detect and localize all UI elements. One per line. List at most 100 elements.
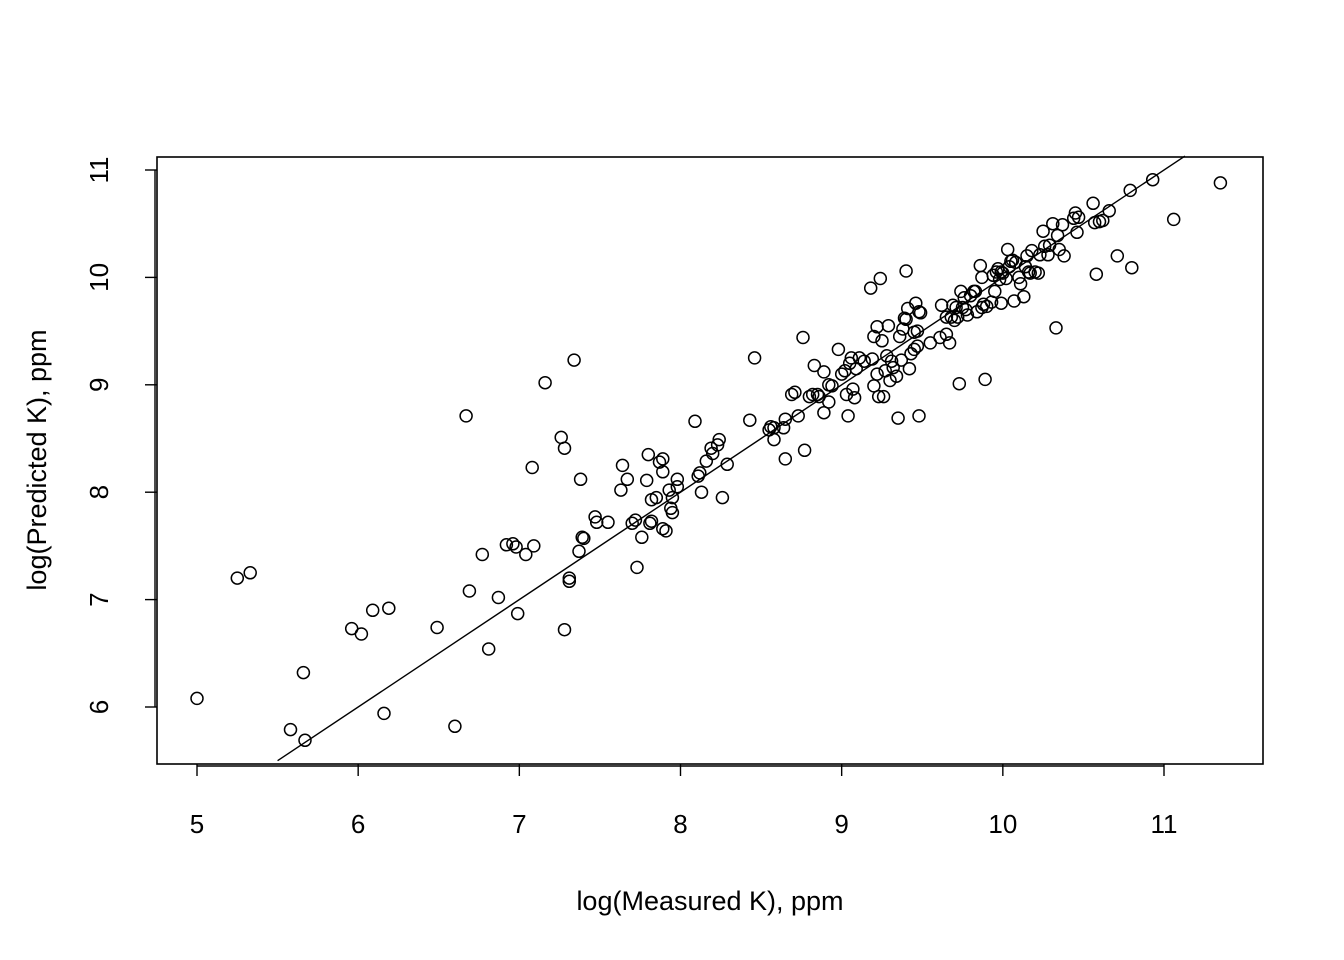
data-point [1031, 266, 1046, 280]
data-point [710, 438, 725, 452]
y-axis-title: log(Predicted K), ppm [22, 329, 52, 590]
data-point [506, 537, 520, 551]
data-point [670, 472, 685, 487]
data-point [572, 544, 586, 559]
data-point [615, 458, 630, 473]
data-point [863, 281, 878, 295]
data-point [1021, 265, 1036, 279]
x-tick-label: 6 [351, 809, 365, 839]
data-point [992, 272, 1007, 287]
data-point [881, 318, 896, 333]
data-point [1110, 249, 1125, 263]
data-point [575, 530, 589, 545]
data-point [847, 390, 862, 405]
data-point [1071, 210, 1086, 225]
data-point [1102, 204, 1116, 218]
data-point [844, 351, 859, 365]
data-point [947, 313, 962, 328]
x-axis: 5 6 7 8 9 10 11 [190, 764, 1178, 839]
data-point [834, 367, 849, 381]
data-point [656, 465, 670, 479]
data-point [778, 412, 793, 426]
data-point [628, 513, 643, 527]
data-point [1087, 215, 1102, 230]
data-point [190, 691, 204, 706]
data-point [955, 300, 970, 315]
data-point [1050, 228, 1065, 243]
y-tick-label: 9 [84, 378, 114, 392]
data-point [704, 441, 718, 455]
data-point [747, 351, 762, 365]
data-point [1068, 206, 1083, 220]
data-point [1166, 212, 1181, 227]
data-point [865, 352, 880, 366]
data-point [577, 531, 591, 546]
data-point [1041, 248, 1055, 262]
data-point [670, 480, 685, 494]
data-point [913, 306, 928, 320]
x-axis-title: log(Measured K), ppm [576, 886, 843, 916]
data-point [892, 329, 907, 344]
data-point [902, 361, 917, 376]
data-point [377, 706, 391, 721]
data-point [659, 524, 673, 538]
data-point [665, 505, 680, 520]
data-point [1055, 218, 1070, 232]
data-point [365, 603, 380, 618]
data-point [952, 376, 967, 391]
data-point [538, 375, 552, 390]
data-point [743, 413, 757, 427]
data-point [1089, 267, 1104, 281]
data-point [588, 510, 602, 524]
x-tick-label: 7 [512, 809, 526, 839]
data-point [499, 538, 514, 552]
data-point [230, 571, 245, 585]
data-point [802, 389, 817, 404]
data-point [939, 327, 954, 342]
data-point [510, 606, 525, 621]
data-point [910, 339, 925, 353]
data-point [796, 330, 810, 345]
data-point [1037, 239, 1052, 254]
data-point [620, 472, 635, 487]
y-tick-label: 6 [84, 700, 114, 714]
data-point [1125, 260, 1139, 275]
y-tick-label: 8 [84, 485, 114, 499]
data-point [910, 324, 925, 338]
data-point [665, 490, 680, 505]
data-point [825, 379, 839, 393]
data-point [968, 284, 983, 299]
data-point [715, 490, 730, 505]
data-point [296, 665, 311, 680]
data-point [831, 342, 846, 357]
data-point [817, 405, 831, 420]
data-point [1123, 183, 1137, 198]
data-point [649, 490, 664, 505]
data-point [662, 483, 676, 497]
data-point [354, 627, 369, 641]
data-point [525, 460, 539, 475]
data-point [871, 389, 886, 404]
data-point [788, 385, 802, 400]
data-point [1070, 225, 1084, 240]
data-point [688, 414, 702, 429]
data-point [720, 457, 734, 472]
data-point [886, 360, 900, 375]
data-point [899, 312, 913, 327]
y-tick-label: 11 [84, 157, 114, 184]
data-point [509, 540, 523, 554]
data-point [805, 387, 820, 402]
data-point [601, 515, 615, 530]
data-point [1004, 254, 1018, 269]
data-point [475, 547, 490, 562]
data-point [946, 298, 960, 313]
data-point [912, 305, 926, 319]
data-point [912, 409, 926, 423]
data-point [817, 365, 831, 379]
data-point [784, 387, 799, 402]
data-point [778, 452, 793, 466]
data-point [625, 516, 639, 531]
data-point [1013, 277, 1028, 291]
data-point [693, 466, 707, 480]
